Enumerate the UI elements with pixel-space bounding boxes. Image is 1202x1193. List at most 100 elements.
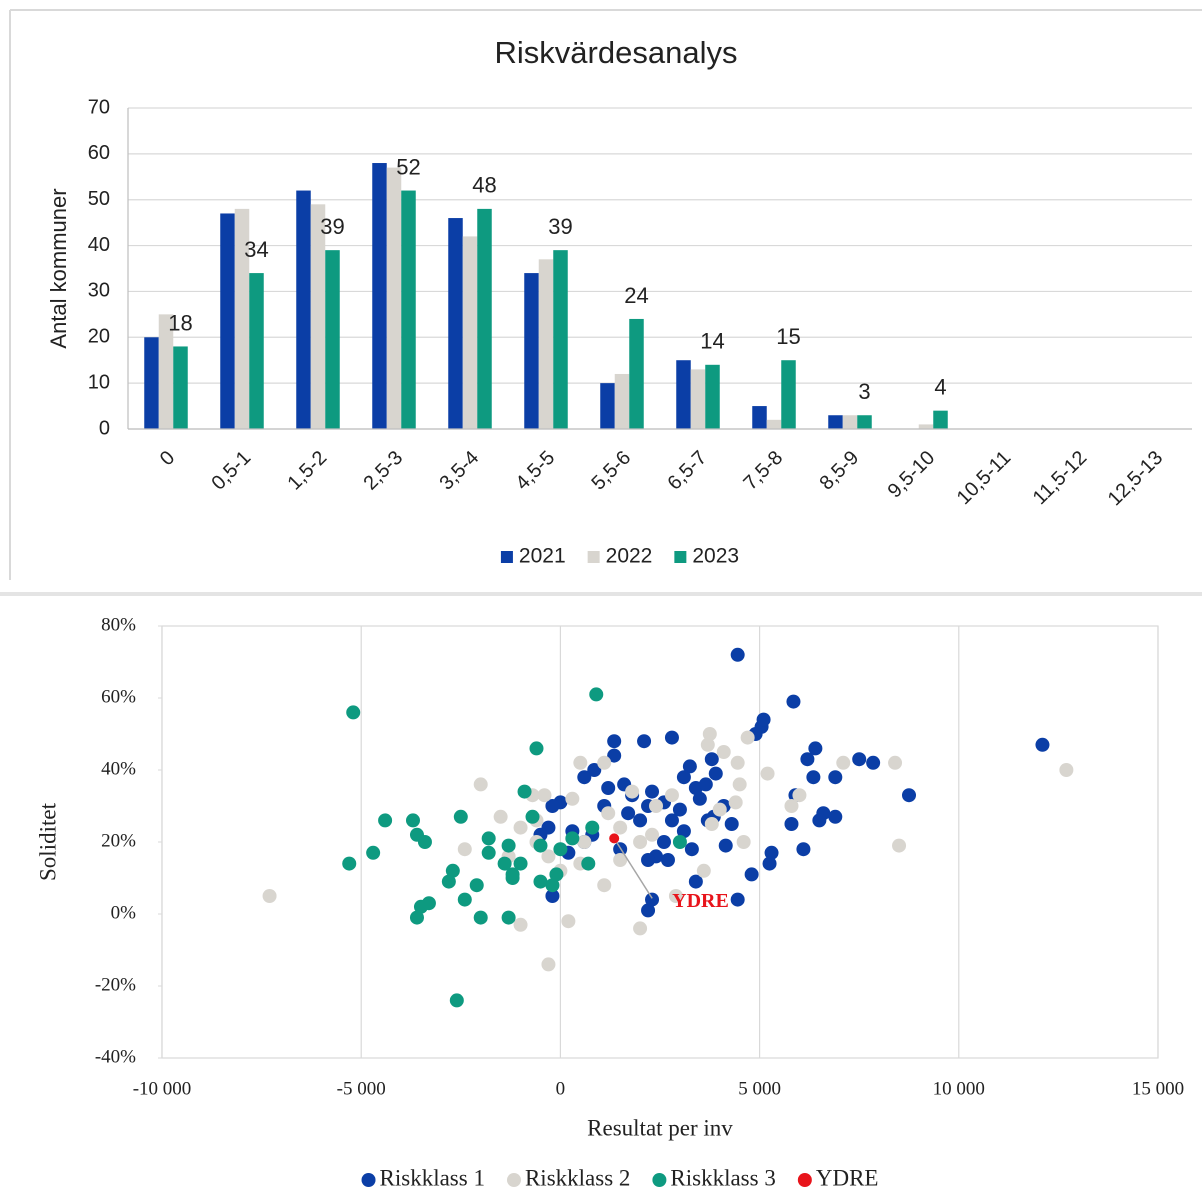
legend-marker bbox=[587, 551, 600, 563]
point bbox=[786, 694, 801, 709]
x-tick-label: -10 000 bbox=[133, 1078, 192, 1099]
point bbox=[573, 755, 588, 770]
x-tick-label: 2,5-3 bbox=[359, 447, 407, 495]
y-axis-label: Antal kommuner bbox=[46, 188, 71, 348]
bar bbox=[524, 273, 539, 429]
y-tick-label: 0 bbox=[99, 417, 110, 439]
y-tick-label: 50 bbox=[88, 188, 110, 210]
point bbox=[664, 813, 679, 828]
point bbox=[589, 687, 604, 702]
legend-label: Riskklass 3 bbox=[670, 1165, 775, 1190]
point bbox=[682, 759, 697, 774]
point bbox=[692, 791, 707, 806]
point bbox=[346, 705, 361, 720]
point bbox=[888, 755, 903, 770]
point bbox=[806, 770, 821, 785]
bar bbox=[372, 163, 387, 429]
point bbox=[513, 820, 528, 835]
y-tick-label: 70 bbox=[88, 96, 110, 118]
x-tick-label: 7,5-8 bbox=[739, 447, 787, 495]
point bbox=[545, 889, 560, 903]
point bbox=[633, 835, 648, 849]
x-tick-label: 11,5-12 bbox=[1029, 447, 1091, 509]
point bbox=[541, 849, 556, 864]
point bbox=[760, 766, 775, 781]
point bbox=[645, 784, 660, 799]
point bbox=[730, 755, 745, 770]
point bbox=[684, 842, 699, 857]
y-tick-label: 80% bbox=[101, 614, 136, 635]
point bbox=[469, 878, 484, 893]
bar bbox=[234, 208, 250, 429]
point bbox=[501, 838, 516, 853]
point bbox=[700, 737, 715, 752]
point bbox=[712, 802, 727, 817]
point bbox=[541, 957, 556, 972]
x-tick-label: -5 000 bbox=[337, 1078, 386, 1099]
point bbox=[441, 874, 456, 889]
point bbox=[581, 856, 596, 871]
bar bbox=[857, 415, 872, 429]
point bbox=[585, 820, 600, 835]
bar bbox=[144, 337, 159, 429]
point bbox=[784, 817, 799, 831]
point bbox=[744, 867, 759, 882]
bar bbox=[448, 218, 463, 429]
point bbox=[730, 892, 745, 907]
x-tick-label: 0 bbox=[156, 447, 179, 470]
point bbox=[892, 838, 907, 853]
point bbox=[342, 856, 357, 871]
point bbox=[649, 799, 664, 813]
point bbox=[601, 806, 616, 821]
point bbox=[517, 784, 532, 799]
leader-line bbox=[613, 837, 653, 899]
point bbox=[613, 853, 628, 867]
point bbox=[808, 741, 823, 756]
bar bbox=[600, 383, 615, 429]
point bbox=[704, 752, 719, 767]
bar bbox=[752, 406, 767, 429]
point bbox=[497, 856, 512, 871]
point bbox=[565, 791, 580, 806]
point bbox=[637, 734, 652, 749]
point bbox=[457, 892, 472, 907]
point bbox=[453, 809, 468, 824]
x-tick-label: 5,5-6 bbox=[587, 447, 635, 495]
point bbox=[378, 813, 393, 828]
bar bbox=[629, 318, 644, 429]
point bbox=[676, 824, 691, 839]
bar bbox=[766, 419, 782, 429]
legend-marker bbox=[797, 1173, 812, 1187]
point bbox=[641, 853, 656, 867]
point bbox=[457, 842, 472, 857]
y-tick-label: -40% bbox=[95, 1046, 136, 1067]
point bbox=[828, 770, 843, 785]
point bbox=[1035, 737, 1050, 752]
legend-marker bbox=[500, 551, 513, 563]
x-tick-label: 9,5-10 bbox=[884, 447, 940, 503]
point bbox=[656, 835, 671, 849]
point bbox=[445, 863, 460, 878]
point bbox=[525, 809, 540, 824]
point bbox=[792, 788, 807, 803]
point bbox=[702, 727, 717, 741]
point bbox=[545, 799, 560, 813]
point bbox=[607, 748, 622, 763]
bar bbox=[158, 314, 174, 429]
bar bbox=[401, 190, 416, 429]
legend-marker bbox=[361, 1173, 376, 1187]
x-tick-label: 4,5-5 bbox=[511, 447, 559, 495]
bar bbox=[828, 415, 843, 429]
point bbox=[549, 867, 564, 882]
point bbox=[565, 831, 580, 846]
x-tick-label: 1,5-2 bbox=[283, 447, 331, 495]
y-tick-label: -20% bbox=[95, 974, 136, 995]
point bbox=[409, 910, 424, 925]
point bbox=[664, 730, 679, 745]
point bbox=[513, 856, 528, 871]
point bbox=[664, 788, 679, 803]
bar bbox=[676, 360, 691, 429]
point bbox=[473, 777, 488, 792]
point bbox=[633, 813, 648, 828]
